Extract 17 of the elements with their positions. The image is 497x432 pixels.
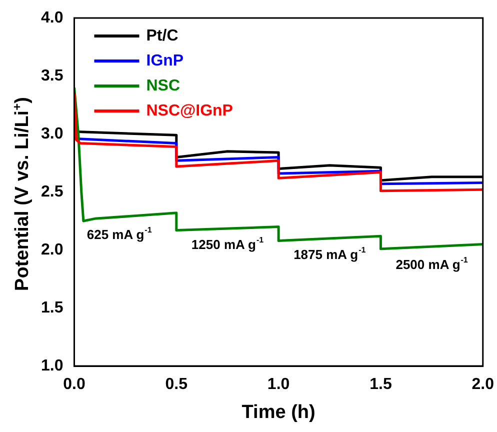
legend-label: NSC@IGnP [146,102,234,120]
y-tick-label: 1.0 [40,357,64,374]
legend-label: NSC [146,77,180,94]
x-tick-label: 1.5 [370,376,392,394]
x-axis-title: Time (h) [242,402,316,423]
x-tick-label: 2.0 [472,376,494,394]
legend-label: IGnP [146,52,184,70]
x-tick-label: 1.0 [267,376,290,394]
y-tick-label: 3.5 [40,67,64,84]
y-tick-label: 2.5 [40,183,64,200]
x-tick-label: 0.0 [63,376,86,394]
y-tick-label: 4.0 [40,9,64,26]
y-tick-label: 3.0 [40,125,64,142]
y-tick-label: 1.5 [40,299,64,316]
legend-label: Pt/C [146,27,179,44]
x-tick-label: 0.5 [165,376,188,394]
y-tick-label: 2.0 [40,241,64,258]
